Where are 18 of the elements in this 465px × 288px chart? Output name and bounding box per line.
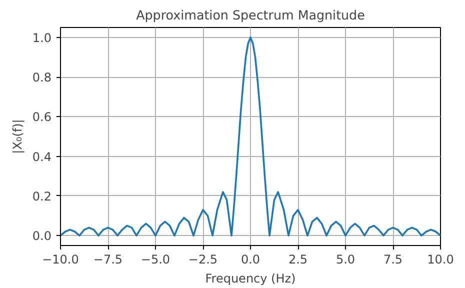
x-tick-label: 10.0	[427, 252, 454, 266]
x-tick-label: −7.5	[93, 252, 123, 266]
x-axis-title: Frequency (Hz)	[205, 272, 296, 286]
chart-title: Approximation Spectrum Magnitude	[136, 8, 366, 22]
x-tick-label: 5.0	[336, 252, 356, 266]
x-tick-label: −5.0	[140, 252, 170, 266]
y-tick-label: 0.2	[32, 189, 52, 204]
x-tick-label: −2.5	[188, 252, 218, 266]
x-tick-label: −10.0	[42, 252, 79, 266]
x-tick-label: 2.5	[288, 252, 308, 266]
x-tick-label: 0.0	[240, 252, 260, 266]
y-tick-label: 0.6	[32, 110, 52, 124]
y-tick-label: 0.0	[32, 229, 52, 244]
y-tick-label: 0.8	[32, 70, 52, 85]
y-tick-label: 1.0	[32, 30, 52, 45]
y-tick-label: 0.4	[32, 150, 52, 164]
y-axis-title: |X₀(f)|	[10, 119, 24, 154]
x-tick-label: 7.5	[383, 252, 403, 266]
